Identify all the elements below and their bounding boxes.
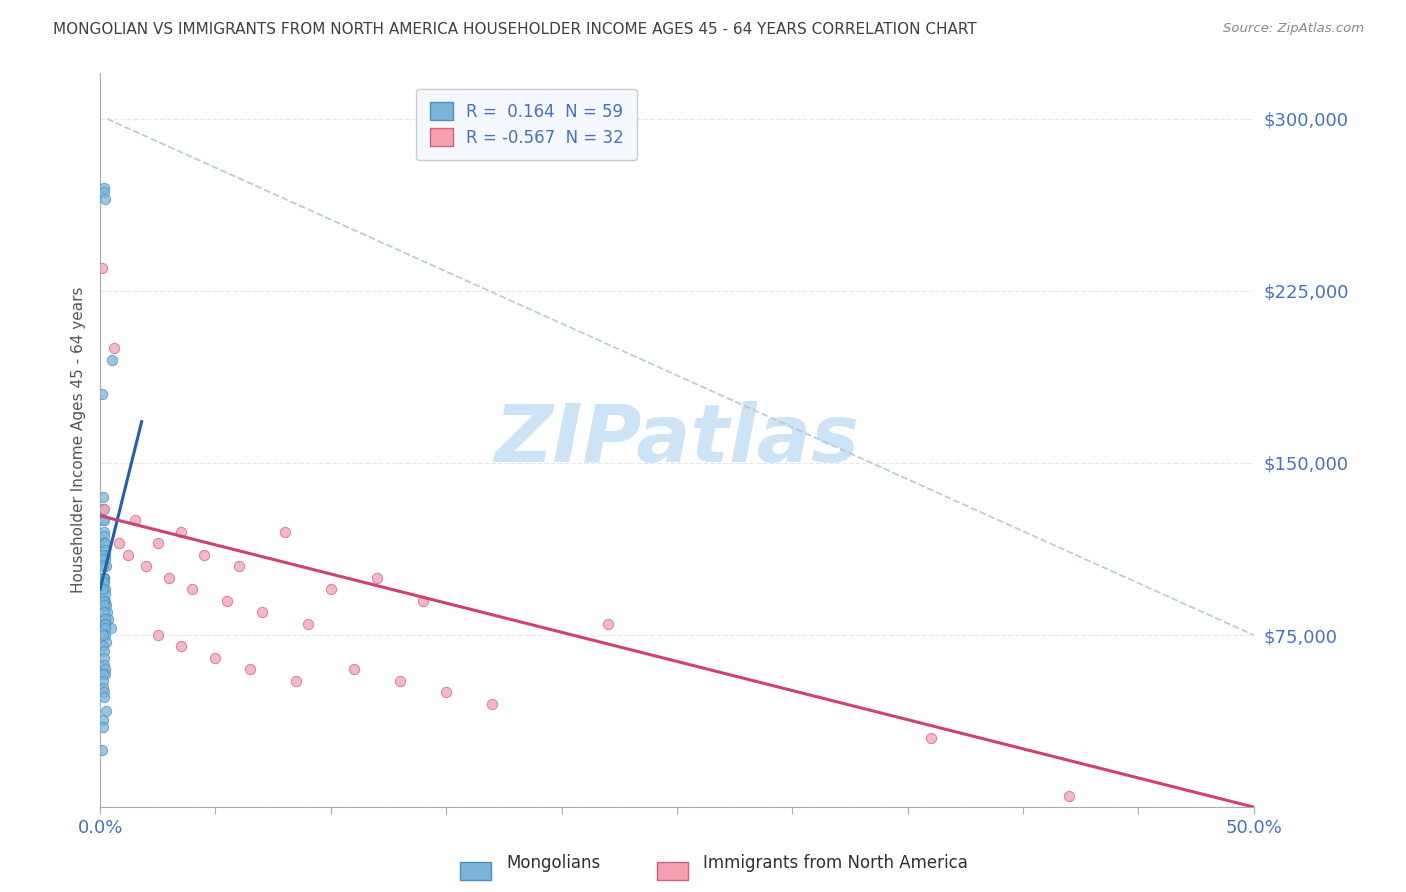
Point: [107, 536, 129, 550]
Point: [93, 513, 115, 527]
Point: [181, 582, 204, 596]
Point: [94, 635, 117, 649]
Point: [389, 673, 412, 688]
Point: [93, 524, 115, 539]
Y-axis label: Householder Income Ages 45 - 64 years: Householder Income Ages 45 - 64 years: [72, 286, 86, 593]
Point: [94, 548, 117, 562]
Point: [93, 616, 115, 631]
Point: [93, 685, 115, 699]
Point: [93, 681, 115, 695]
Point: [146, 628, 169, 642]
Point: [273, 524, 295, 539]
Point: [93, 501, 115, 516]
Point: [93, 644, 115, 658]
Point: [93, 657, 115, 672]
Point: [93, 575, 115, 590]
Point: [596, 616, 619, 631]
Point: [91, 667, 114, 681]
Point: [94, 593, 117, 607]
Point: [93, 612, 115, 626]
Text: Source: ZipAtlas.com: Source: ZipAtlas.com: [1223, 22, 1364, 36]
Point: [91, 548, 114, 562]
Text: MONGOLIAN VS IMMIGRANTS FROM NORTH AMERICA HOUSEHOLDER INCOME AGES 45 - 64 YEARS: MONGOLIAN VS IMMIGRANTS FROM NORTH AMERI…: [53, 22, 977, 37]
Point: [93, 616, 115, 631]
Point: [343, 662, 366, 676]
Point: [170, 640, 193, 654]
Point: [100, 621, 122, 635]
Point: [103, 341, 125, 355]
Point: [157, 571, 180, 585]
Point: [93, 571, 115, 585]
Point: [93, 593, 115, 607]
Point: [93, 587, 115, 601]
Point: [1057, 789, 1080, 803]
Point: [93, 529, 115, 543]
Point: [481, 697, 503, 711]
Point: [91, 491, 114, 505]
Point: [93, 571, 115, 585]
Point: [100, 352, 122, 367]
Point: [94, 628, 117, 642]
Point: [285, 673, 308, 688]
Point: [93, 536, 115, 550]
Point: [91, 387, 114, 401]
Point: [366, 571, 388, 585]
Point: [94, 667, 117, 681]
Point: [93, 513, 115, 527]
Point: [91, 501, 114, 516]
Point: [91, 571, 114, 585]
Point: [93, 552, 115, 566]
Point: [434, 685, 457, 699]
Point: [91, 713, 114, 727]
Text: Mongolians: Mongolians: [506, 855, 600, 872]
Point: [97, 612, 120, 626]
Point: [91, 559, 114, 574]
Point: [93, 186, 115, 200]
Point: [94, 552, 117, 566]
Point: [91, 742, 114, 756]
Point: [204, 651, 226, 665]
Point: [135, 559, 157, 574]
Point: [93, 582, 115, 596]
Point: [93, 640, 115, 654]
Text: ZIPatlas: ZIPatlas: [495, 401, 859, 479]
Point: [124, 513, 146, 527]
Point: [228, 559, 250, 574]
Point: [91, 673, 114, 688]
Point: [146, 536, 169, 550]
Point: [239, 662, 262, 676]
Point: [94, 559, 117, 574]
Point: [94, 192, 117, 206]
Point: [93, 598, 115, 612]
Point: [91, 575, 114, 590]
Point: [319, 582, 342, 596]
Point: [297, 616, 319, 631]
Point: [96, 605, 118, 619]
Text: Immigrants from North America: Immigrants from North America: [703, 855, 967, 872]
Point: [93, 571, 115, 585]
Point: [193, 548, 215, 562]
Point: [96, 704, 118, 718]
Point: [93, 605, 115, 619]
Point: [93, 690, 115, 704]
Point: [94, 621, 117, 635]
Point: [250, 605, 273, 619]
Point: [412, 593, 434, 607]
Point: [93, 180, 115, 194]
Point: [93, 536, 115, 550]
Point: [93, 651, 115, 665]
Legend: R =  0.164  N = 59, R = -0.567  N = 32: R = 0.164 N = 59, R = -0.567 N = 32: [416, 88, 637, 161]
Point: [91, 628, 114, 642]
Point: [93, 720, 115, 734]
Point: [920, 731, 942, 746]
Point: [215, 593, 238, 607]
Point: [93, 543, 115, 558]
Point: [94, 598, 117, 612]
Point: [93, 582, 115, 596]
Point: [93, 662, 115, 676]
Point: [117, 548, 139, 562]
Point: [170, 524, 193, 539]
Point: [91, 260, 114, 275]
